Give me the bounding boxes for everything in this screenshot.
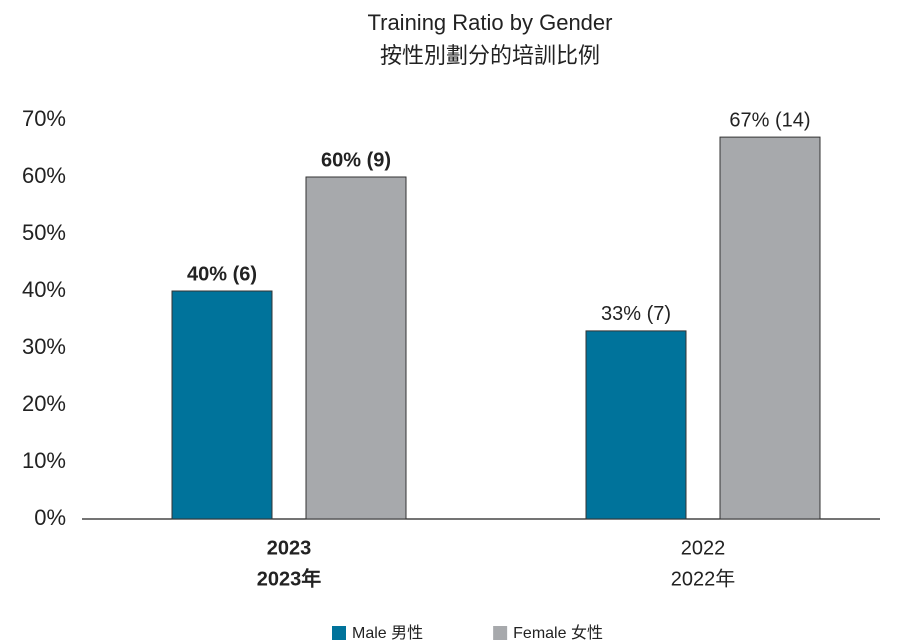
- chart-title: Training Ratio by Gender: [368, 10, 613, 35]
- bar: [585, 330, 687, 520]
- x-tick-label: 2022: [681, 537, 726, 559]
- chart-subtitle: 按性別劃分的培訓比例: [380, 43, 600, 68]
- data-label: 33% (7): [601, 303, 671, 325]
- y-tick-label: 20%: [22, 391, 66, 416]
- y-tick-label: 60%: [22, 163, 66, 188]
- data-label: 67% (14): [729, 109, 810, 131]
- y-tick-label: 50%: [22, 220, 66, 245]
- x-tick-sublabel: 2022年: [671, 567, 736, 590]
- bar: [171, 290, 273, 520]
- y-tick-label: 70%: [22, 106, 66, 131]
- bar: [305, 176, 407, 520]
- x-tick-label: 2023: [267, 537, 312, 559]
- legend-label: Female 女性: [513, 623, 603, 642]
- bar: [719, 136, 821, 520]
- legend-swatch: [332, 626, 346, 640]
- data-label: 60% (9): [321, 149, 391, 171]
- y-tick-label: 40%: [22, 277, 66, 302]
- y-tick-label: 0%: [34, 505, 66, 530]
- legend-label: Male 男性: [352, 624, 423, 642]
- y-tick-label: 10%: [22, 448, 66, 473]
- legend-swatch: [493, 626, 508, 640]
- data-label: 40% (6): [187, 263, 257, 285]
- x-tick-sublabel: 2023年: [257, 566, 322, 590]
- y-tick-label: 30%: [22, 334, 66, 359]
